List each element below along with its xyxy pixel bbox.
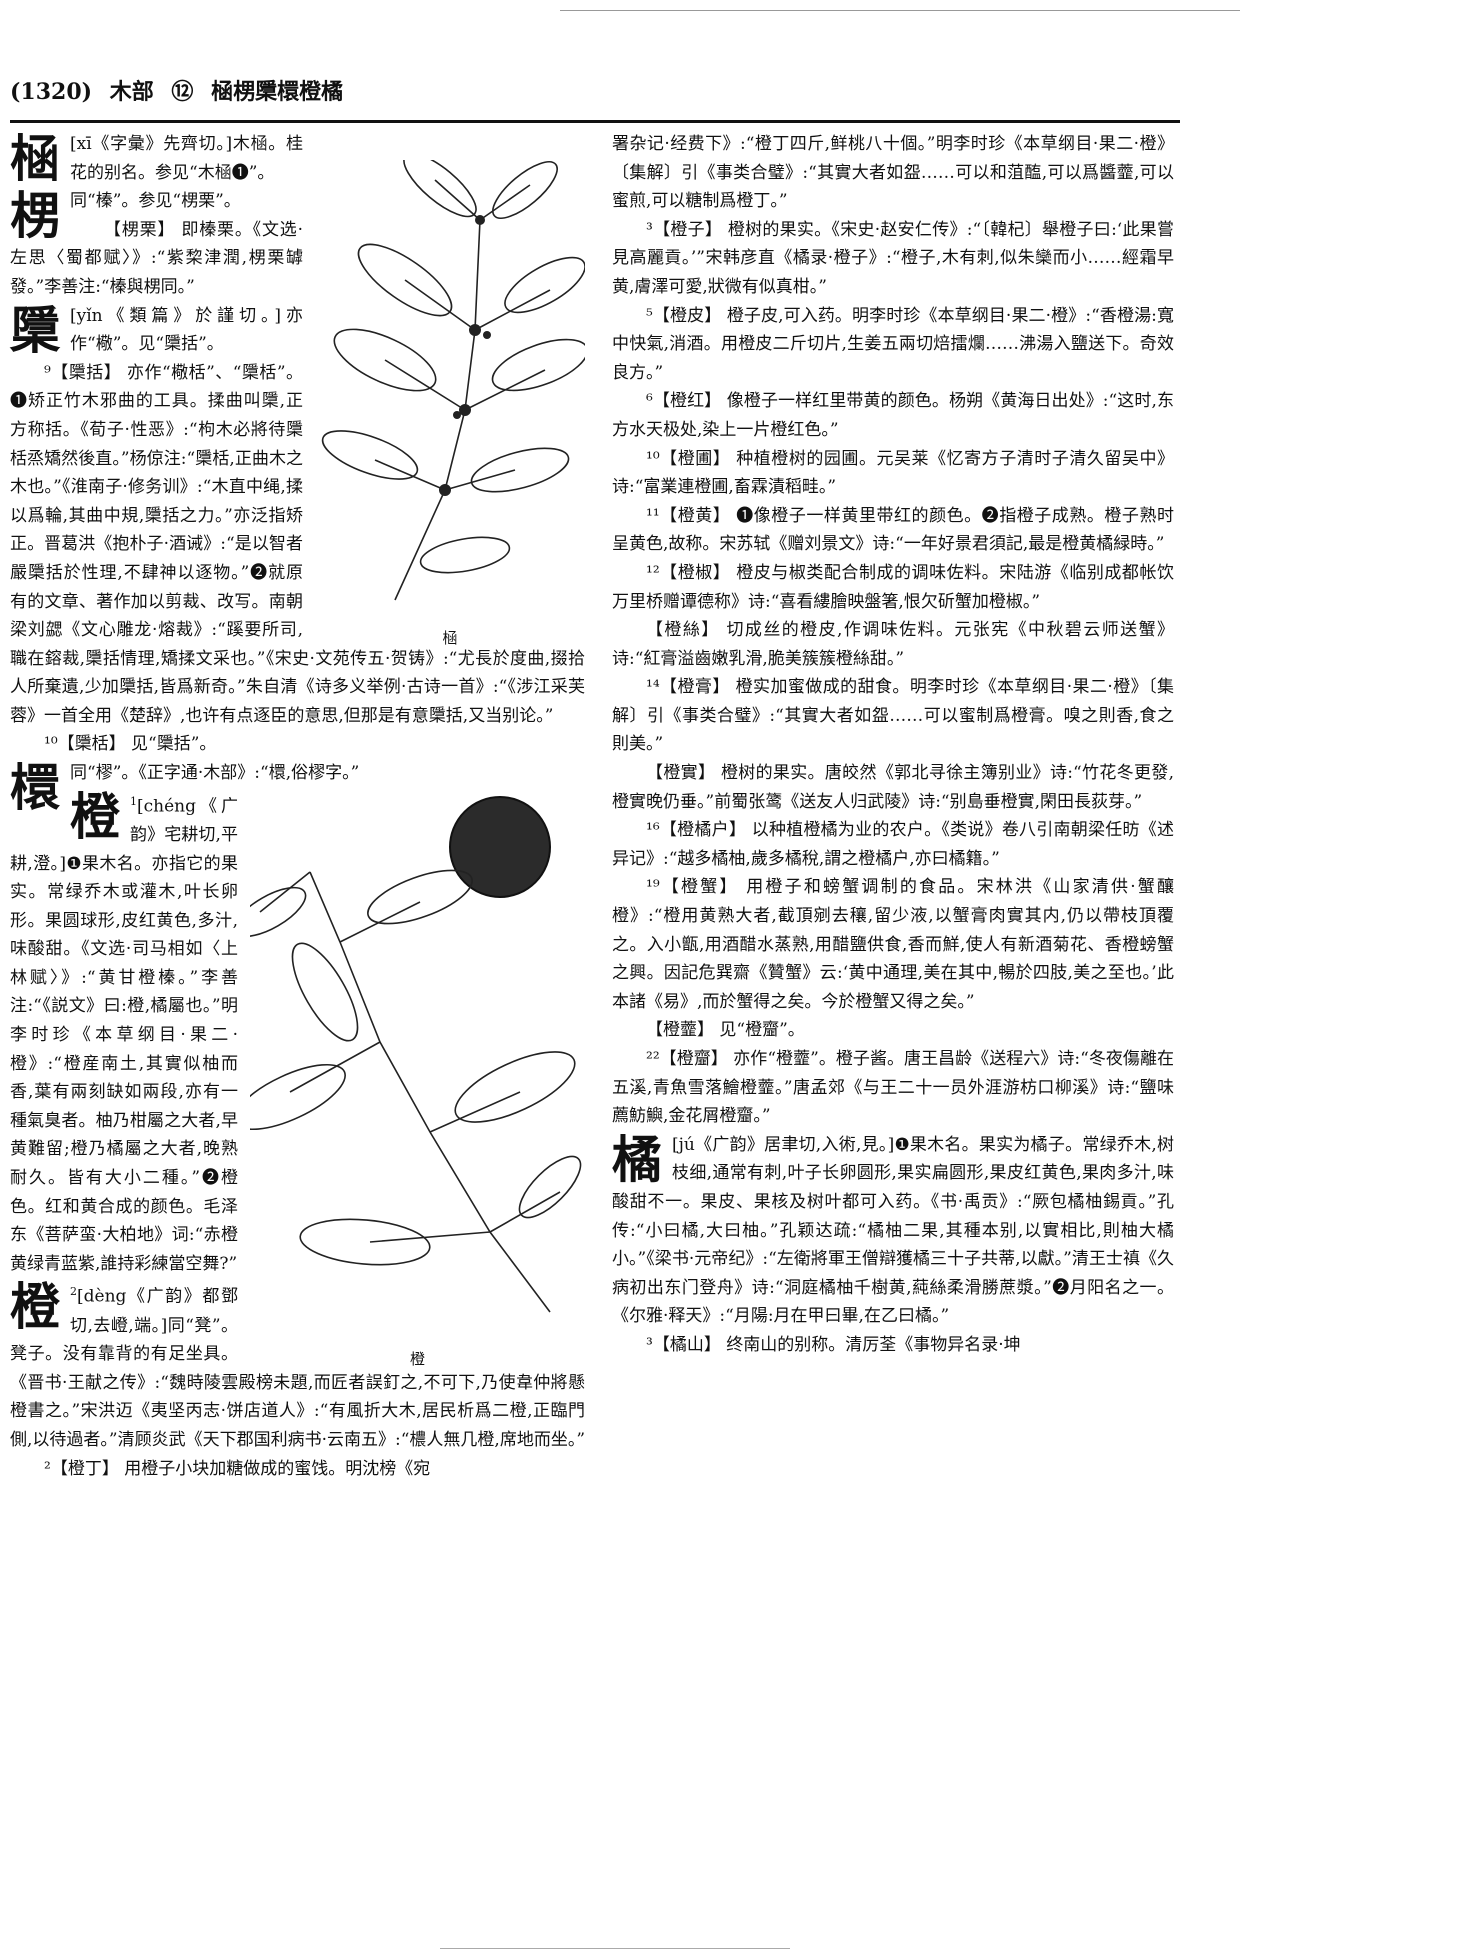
header-rule	[10, 120, 1180, 123]
sub-entry: 【橙絲】 切成丝的橙皮,作调味佐料。元张宪《中秋碧云师送蟹》诗:“紅膏溢齒嫩乳滑…	[612, 620, 1174, 669]
entry-zhen: 㭷同“榛”。参见“㭷栗”。	[10, 187, 585, 241]
entry-text: 同“榛”。参见“㭷栗”。	[70, 191, 241, 212]
sub-entry: ²【橙丁】 用橙子小块加糖做成的蜜饯。明沈榜《宛	[44, 1458, 431, 1479]
entry-text: [xī《字彙》先齊切。]木㮀。桂花的别名。参见“木㮀❶”。	[70, 134, 303, 183]
headword: 檈	[10, 758, 60, 818]
headword: 橙	[10, 1277, 60, 1337]
entry-text: [dèng《广韵》都鄧切,去嶝,端。]同“凳”。凳子。没有靠背的有足坐具。《晋书…	[10, 1287, 586, 1451]
sub-entry: ²²【橙齏】 亦作“橙虀”。橙子酱。唐王昌龄《送程六》诗:“冬夜傷離在五溪,青魚…	[612, 1049, 1174, 1127]
osmanthus-leaf-icon	[321, 152, 589, 601]
bottom-edge-line	[440, 1948, 790, 1949]
sub-entry: ¹¹【橙黄】 ❶像橙子一样黄里带红的颜色。❷指橙子成熟。橙子熟时呈黄色,故称。宋…	[612, 505, 1174, 555]
orange-branch-icon	[233, 795, 582, 1313]
sub-entry: ⁵【橙皮】 橙子皮,可入药。明李时珍《本草纲目·果二·橙》:“香橙湯:寬中快氣,…	[612, 305, 1174, 383]
headword: 檃	[10, 300, 60, 360]
entry-text: [chéng《广韵》宅耕切,平耕,澄。]❶果木名。亦指它的果实。常绿乔木或灌木,…	[10, 796, 238, 1274]
sub-entry: ¹⁰【橙圃】 种植橙树的园圃。元吴莱《忆寄方子清时子清久留吴中》诗:“富業連橙圃…	[612, 448, 1174, 498]
entry-jiu: 檈同“樛”。《正字通·木部》:“檈,俗樛字。”	[10, 759, 585, 813]
section-name: 木部	[109, 79, 154, 105]
sub-entry: ⁹【檃括】 亦作“㯳栝”、“檃栝”。❶矫正竹木邪曲的工具。揉曲叫檃,正方称括。《…	[10, 362, 585, 726]
entry-cheng1: 橙 1[chéng《广韵》宅耕切,平耕,澄。]❶果木名。亦指它的果实。常绿乔木或灌…	[10, 788, 585, 1279]
page-header: (1320) 木部 ⑫ 㮀㭷檃檈橙橘	[10, 74, 570, 106]
page-number: (1320)	[10, 79, 93, 105]
figure-caption: 橙	[409, 1350, 425, 1369]
entry-text: [jú《广韵》居聿切,入術,見。]❶果木名。果实为橘子。常绿乔木,树枝细,通常有…	[612, 1134, 1174, 1327]
headword: 㭷	[10, 186, 60, 246]
right-column: 署杂记·经费下》:“橙丁四斤,鲜桃八十個。”明李时珍《本草纲目·果二·橙》〔集解…	[612, 130, 1174, 1360]
entry-cheng2: 橙 2[dèng《广韵》都鄧切,去嶝,端。]同“凳”。凳子。没有靠背的有足坐具。《…	[10, 1278, 585, 1454]
orange-illustration: 橙	[233, 792, 585, 1368]
sub-entry: 【㭷栗】 即榛栗。《文选·左思〈蜀都赋〉》:“紫棃津潤,㭷栗罅發。”李善注:“榛…	[10, 219, 303, 297]
headword: 橙	[70, 786, 120, 846]
sub-entry: ¹⁶【橙橘户】 以种植橙橘为业的农户。《类说》卷八引南朝梁任昉《述异记》:“越多…	[612, 820, 1174, 869]
sub-entry: 【橙虀】 见“橙齏”。	[646, 1020, 805, 1041]
entry-yin: 檃 [yǐn《類篇》於謹切。]亦作“㯳”。见“檃括”。	[10, 302, 585, 359]
sub-entry: ³【橘山】 终南山的别称。清厉荃《事物异名录·坤	[646, 1334, 1021, 1355]
left-column: 㮀 㮀 [xī《字彙》先齊切。]木㮀。桂花的别名。参见“木㮀❶”。 㭷同“榛”。参…	[10, 130, 589, 1483]
homograph-number: 2	[70, 1285, 77, 1299]
sub-entry-continued: 署杂记·经费下》:“橙丁四斤,鲜桃八十個。”明李时珍《本草纲目·果二·橙》〔集解…	[612, 134, 1174, 212]
sub-entry: ¹⁴【橙膏】 橙实加蜜做成的甜食。明李时珍《本草纲目·果二·橙》〔集解〕引《事类…	[612, 677, 1174, 755]
sub-entry: ¹⁹【橙蟹】 用橙子和螃蟹调制的食品。宋林洪《山家清供·蟹釀橙》:“橙用黄熟大者…	[612, 877, 1174, 1012]
headword: 㮀	[10, 129, 60, 188]
sub-entry: ³【橙子】 橙树的果实。《宋史·赵安仁传》:“〔韓杞〕舉橙子曰:‘此果嘗見高麗貢…	[612, 219, 1174, 297]
entry-text: 同“樛”。《正字通·木部》:“檈,俗樛字。”	[70, 763, 360, 784]
sub-entry: ¹²【橙椒】 橙皮与椒类配合制成的调味佐料。宋陆游《临别成都帐饮万里桥赠谭德称》…	[612, 562, 1174, 612]
sub-entry: ⁶【橙红】 像橙子一样红里带黄的颜色。杨朔《黄海日出处》:“这时,东方水天极处,…	[612, 391, 1174, 440]
sub-entry: 【橙實】 橙树的果实。唐皎然《郭北寻徐主簿别业》诗:“竹花冬更發,橙實晚仍垂。”…	[612, 763, 1174, 812]
entry-ju: 橘 [jú《广韵》居聿切,入術,見。]❶果木名。果实为橘子。常绿乔木,树枝细,通常…	[612, 1131, 1174, 1331]
homograph-number: 1	[130, 794, 137, 808]
header-headwords: 㮀㭷檃檈橙橘	[211, 79, 344, 105]
figure-caption: 㮀	[442, 628, 458, 647]
headword: 橘	[612, 1129, 662, 1189]
osmanthus-illustration: 㮀	[315, 152, 589, 647]
top-edge-line	[560, 10, 1240, 11]
entry-xi: 㮀 [xī《字彙》先齊切。]木㮀。桂花的别名。参见“木㮀❶”。	[10, 130, 585, 187]
stroke-count: ⑫	[171, 79, 194, 105]
sub-entry: ¹⁰【檃栝】 见“檃括”。	[44, 734, 217, 755]
entry-text: [yǐn《類篇》於謹切。]亦作“㯳”。见“檃括”。	[70, 305, 303, 355]
